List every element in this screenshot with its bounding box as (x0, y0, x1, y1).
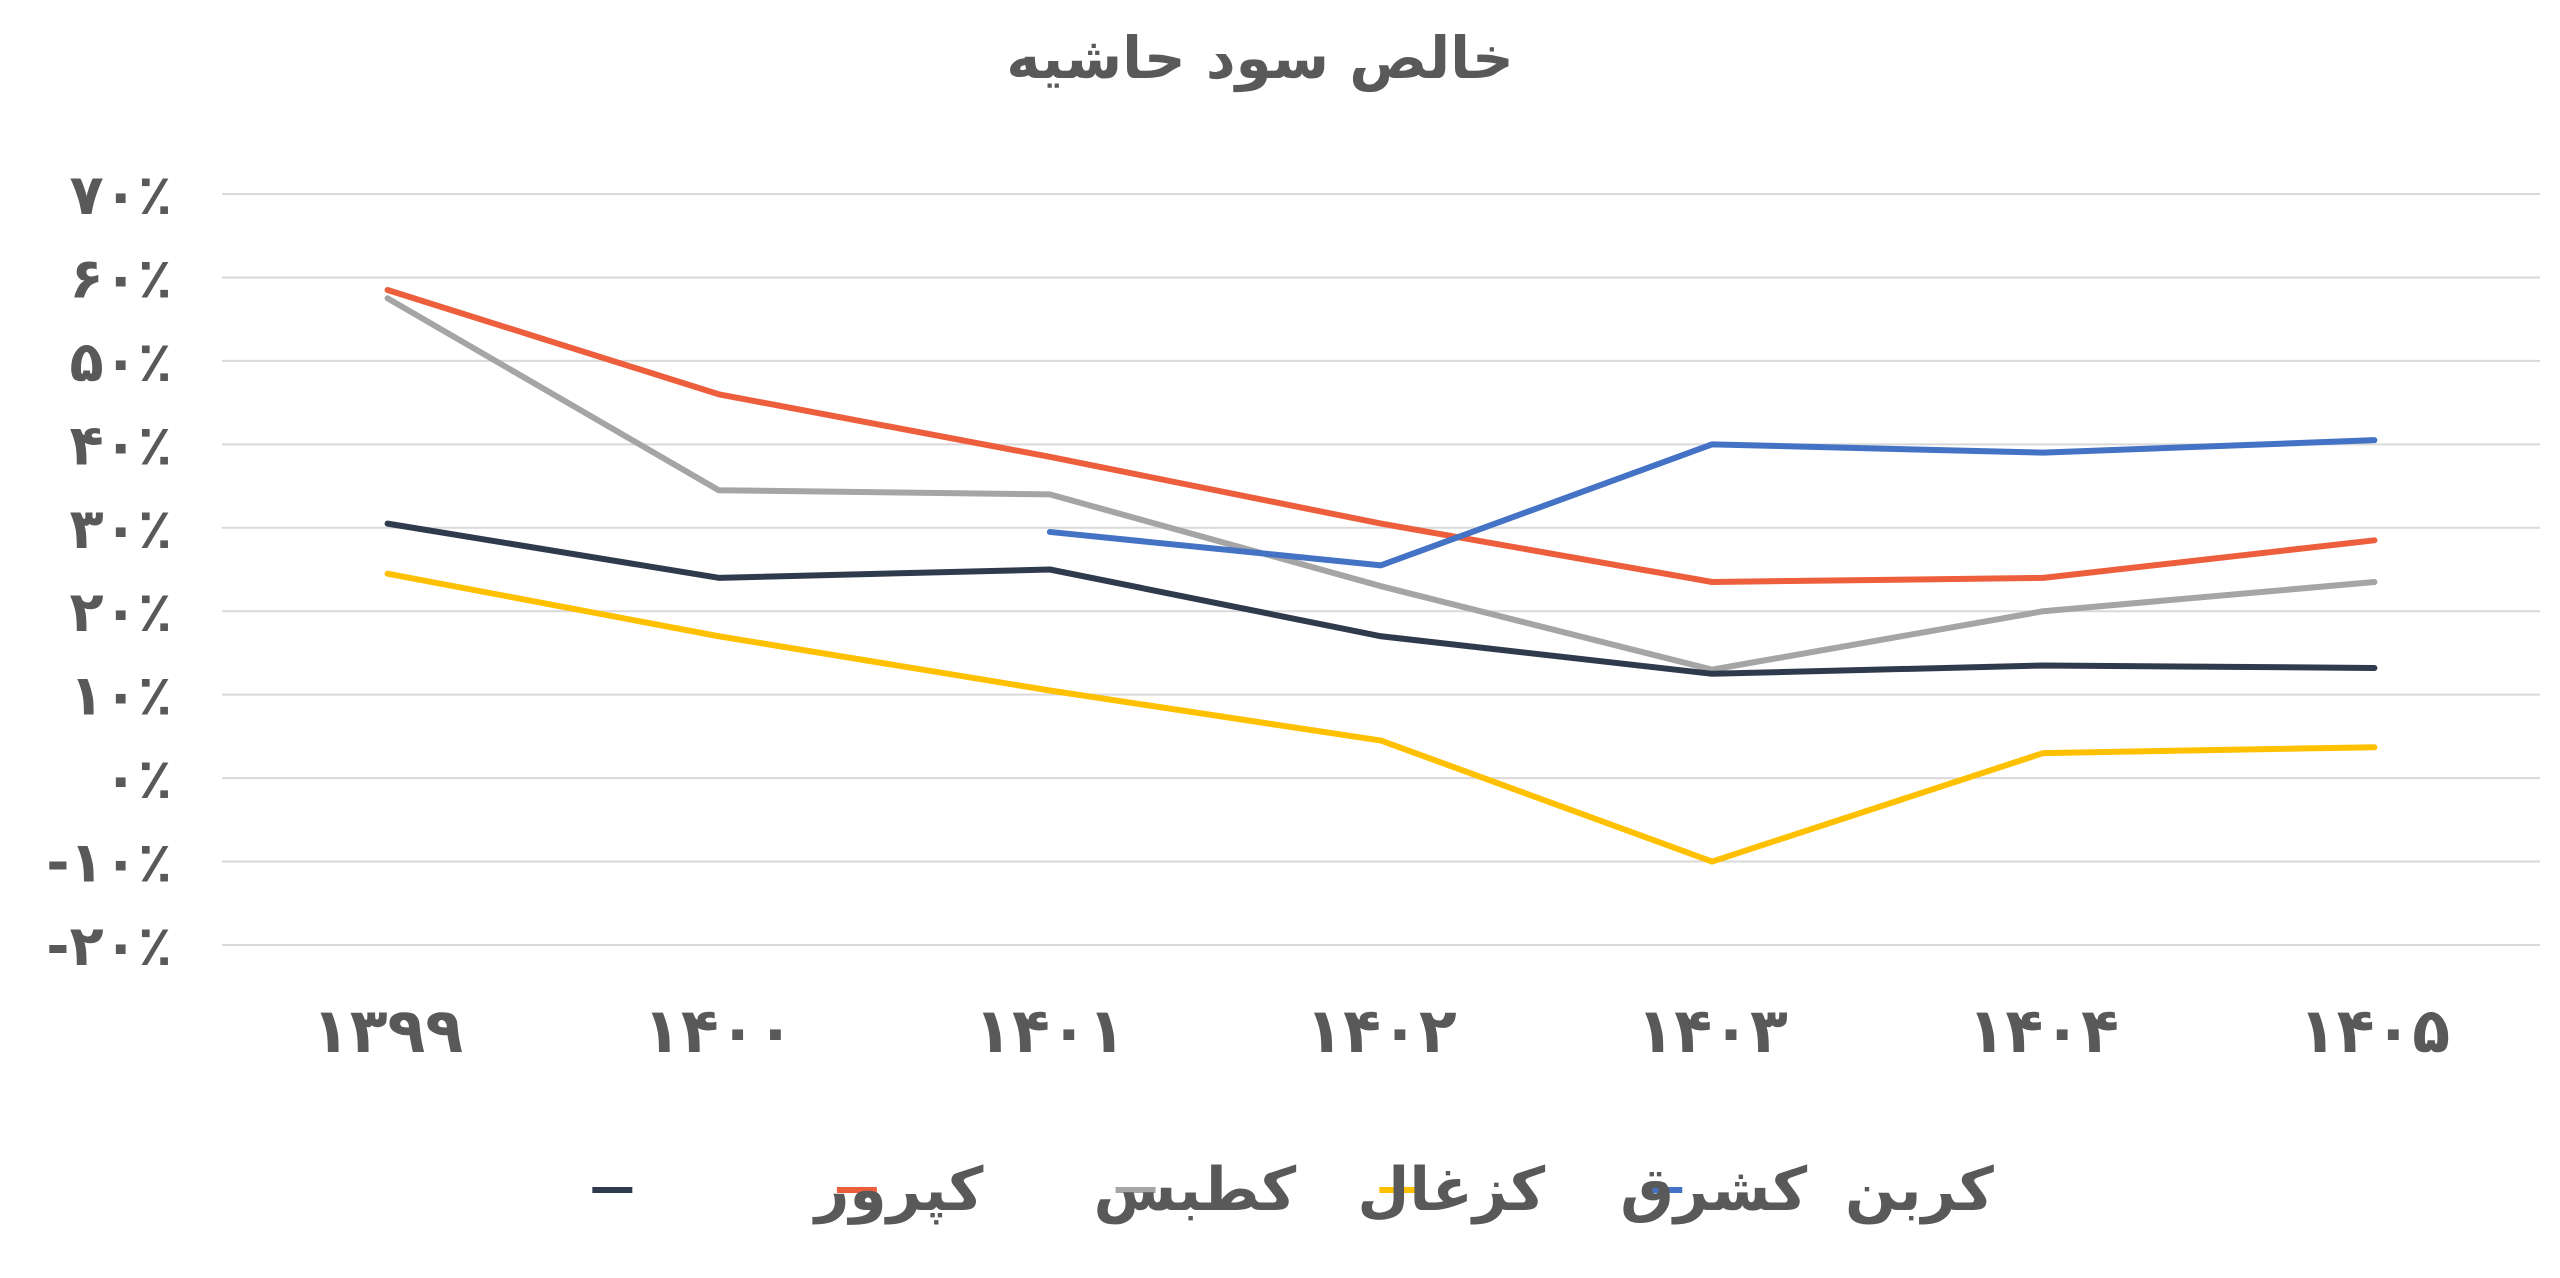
y-tick-label: ۴۰٪ (69, 413, 172, 478)
y-tick-label: ۶۰٪ (69, 246, 172, 311)
series-line (384, 295, 2378, 673)
legend-item: کشرق (1379, 1155, 1807, 1225)
x-tick-label: ۱۳۹۹ (312, 994, 463, 1067)
y-tick-label: ۲۰٪ (69, 580, 172, 645)
legend-item: کطبس (836, 1155, 1297, 1225)
series-line (384, 520, 2378, 677)
y-tick-label: ۱۰٪ (69, 664, 172, 729)
legend: کربن کشرق کزغال کطبس کپرور (592, 1155, 1994, 1225)
legend-label: کزغال (1357, 1155, 1545, 1225)
x-tick-label: ۱۴۰۵ (2299, 994, 2450, 1067)
x-axis-ticks: ۱۳۹۹ ۱۴۰۰ ۱۴۰۱ ۱۴۰۲ ۱۴۰۳ ۱۴۰۴ ۱۴۰۵ (312, 994, 2450, 1067)
legend-label: کپرور (812, 1155, 984, 1225)
series-line (384, 286, 2378, 586)
y-tick-label: ۷۰٪ (69, 163, 172, 228)
x-tick-label: ۱۴۰۴ (1968, 994, 2119, 1067)
legend-label: کربن (1845, 1155, 1994, 1225)
legend-label: کشرق (1620, 1155, 1807, 1225)
x-tick-label: ۱۴۰۰ (643, 994, 794, 1067)
series-lines (384, 286, 2378, 865)
y-tick-label: ۵۰٪ (69, 330, 172, 395)
chart-title: خالص سود حاشیه (1006, 24, 1514, 93)
series-line (1046, 437, 2378, 569)
y-tick-label: ۰٪ (104, 747, 172, 812)
legend-item: کربن (1642, 1155, 1994, 1225)
x-tick-label: ۱۴۰۳ (1636, 994, 1788, 1067)
y-tick-label: -۲۰٪ (46, 914, 172, 979)
legend-item: کپرور (592, 1155, 984, 1225)
series-line (384, 570, 2378, 865)
legend-label: کطبس (1094, 1155, 1297, 1225)
legend-item: کزغال (1115, 1155, 1545, 1225)
x-tick-label: ۱۴۰۱ (974, 994, 1125, 1067)
y-axis-ticks: ۷۰٪ ۶۰٪ ۵۰٪ ۴۰٪ ۳۰٪ ۲۰٪ ۱۰٪ ۰٪ -۱۰٪ -۲۰٪ (46, 163, 172, 979)
y-tick-label: ۳۰٪ (69, 497, 172, 562)
x-tick-label: ۱۴۰۲ (1305, 994, 1457, 1067)
y-tick-label: -۱۰٪ (46, 831, 172, 896)
gridlines (222, 193, 2540, 946)
